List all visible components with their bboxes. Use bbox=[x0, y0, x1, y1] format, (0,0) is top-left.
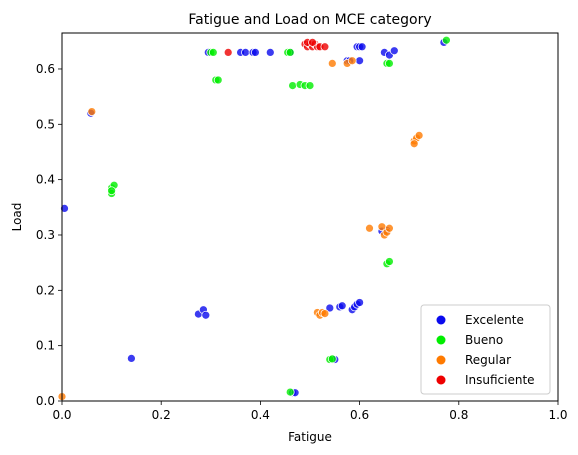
data-point bbox=[327, 354, 337, 364]
y-tick-label: 0.5 bbox=[36, 117, 55, 131]
legend-item-insuficiente: Insuficiente bbox=[436, 373, 535, 387]
legend-box bbox=[420, 304, 551, 395]
data-point bbox=[320, 42, 330, 52]
legend-item-regular: Regular bbox=[436, 353, 511, 367]
x-tick-label: 0.2 bbox=[152, 408, 171, 422]
data-point bbox=[87, 107, 97, 116]
data-point bbox=[201, 310, 211, 320]
data-point bbox=[107, 186, 116, 196]
series-insuficiente bbox=[223, 38, 330, 57]
data-point bbox=[337, 301, 347, 311]
data-point bbox=[241, 48, 250, 57]
legend: Excelente Bueno Regular Insuficiente bbox=[420, 304, 551, 395]
legend-label: Bueno bbox=[465, 333, 503, 347]
legend-marker bbox=[436, 355, 446, 365]
x-tick-label: 1.0 bbox=[548, 408, 567, 422]
data-point bbox=[347, 56, 357, 66]
data-point bbox=[285, 387, 295, 397]
data-point bbox=[414, 131, 424, 140]
points-layer bbox=[57, 35, 451, 401]
series-regular bbox=[57, 56, 424, 401]
series-bueno bbox=[107, 35, 451, 397]
data-point bbox=[355, 298, 364, 307]
data-point bbox=[327, 59, 337, 68]
legend-marker bbox=[436, 335, 446, 345]
data-point bbox=[409, 139, 419, 149]
data-point bbox=[208, 48, 218, 57]
data-point bbox=[385, 59, 394, 68]
x-tick-label: 0.0 bbox=[52, 408, 71, 422]
x-tick-label: 0.4 bbox=[251, 408, 270, 422]
data-point bbox=[325, 303, 335, 313]
data-point bbox=[288, 81, 297, 90]
data-point bbox=[308, 38, 317, 47]
data-point bbox=[357, 42, 367, 52]
data-point bbox=[127, 354, 136, 363]
data-point bbox=[213, 75, 223, 85]
data-point bbox=[285, 48, 295, 57]
y-tick-label: 0.3 bbox=[36, 228, 55, 242]
chart-title: Fatigue and Load on MCE category bbox=[188, 12, 431, 28]
legend-item-bueno: Bueno bbox=[436, 333, 503, 347]
x-tick-label: 0.6 bbox=[350, 408, 369, 422]
data-point bbox=[251, 48, 260, 57]
x-axis-ticks: 0.0 0.2 0.4 0.6 0.8 1.0 bbox=[52, 401, 568, 422]
data-point bbox=[442, 35, 451, 45]
x-tick-label: 0.8 bbox=[449, 408, 468, 422]
data-point bbox=[320, 309, 330, 318]
y-tick-label: 0.4 bbox=[36, 173, 55, 187]
y-tick-label: 0.1 bbox=[36, 339, 55, 353]
legend-marker bbox=[436, 375, 446, 385]
data-point bbox=[385, 223, 394, 233]
data-point bbox=[385, 257, 394, 266]
y-axis-ticks: 0.0 0.1 0.2 0.3 0.4 0.5 0.6 bbox=[36, 62, 62, 408]
y-tick-label: 0.6 bbox=[36, 62, 55, 76]
data-point bbox=[389, 46, 399, 56]
plot-frame bbox=[61, 32, 559, 402]
y-axis-title: Load bbox=[10, 203, 24, 232]
series-excelente bbox=[60, 38, 449, 398]
y-tick-label: 0.0 bbox=[36, 394, 55, 408]
legend-item-excelente: Excelente bbox=[436, 313, 524, 327]
legend-label: Excelente bbox=[465, 313, 524, 327]
x-axis-title: Fatigue bbox=[288, 430, 332, 444]
legend-label: Insuficiente bbox=[465, 373, 535, 387]
legend-label: Regular bbox=[465, 353, 511, 367]
legend-marker bbox=[436, 315, 446, 325]
data-point bbox=[365, 223, 374, 233]
data-point bbox=[305, 81, 315, 90]
data-point bbox=[223, 48, 233, 57]
data-point bbox=[355, 56, 364, 66]
data-point bbox=[265, 48, 275, 57]
y-tick-label: 0.2 bbox=[36, 283, 55, 297]
